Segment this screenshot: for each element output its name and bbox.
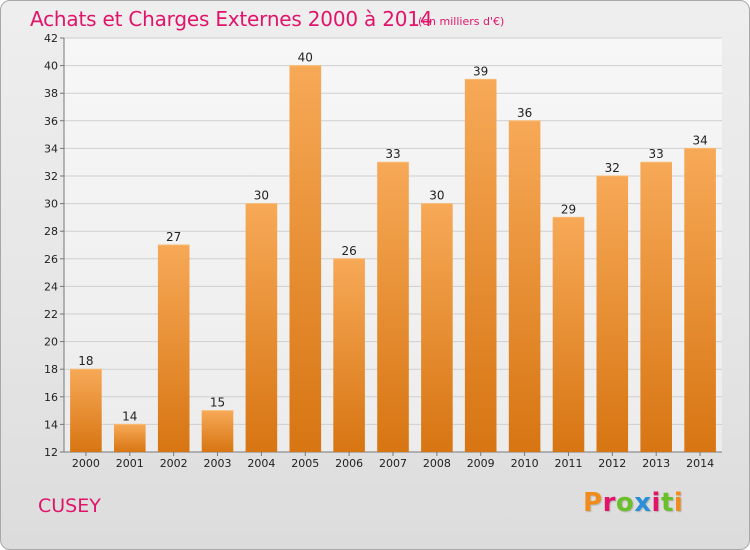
data-label-2011: 29 — [561, 202, 576, 216]
bar-2001 — [114, 424, 146, 452]
x-tick-label-2009: 2009 — [467, 457, 495, 470]
data-label-2007: 33 — [385, 147, 400, 161]
bar-2011 — [552, 217, 585, 452]
data-label-2013: 33 — [649, 147, 664, 161]
y-tick-label: 14 — [44, 418, 58, 431]
y-tick-label: 12 — [44, 446, 58, 459]
x-tick-label-2010: 2010 — [511, 457, 539, 470]
y-tick-label: 28 — [44, 225, 58, 238]
data-label-2005: 40 — [298, 51, 313, 65]
bar-2003 — [201, 410, 234, 452]
y-tick-label: 22 — [44, 308, 58, 321]
x-tick-label-2000: 2000 — [72, 457, 100, 470]
data-label-2004: 30 — [254, 189, 269, 203]
logo-letter: i — [673, 488, 684, 518]
x-tick-label-2012: 2012 — [598, 457, 626, 470]
data-label-2002: 27 — [166, 230, 181, 244]
x-tick-label-2003: 2003 — [204, 457, 232, 470]
y-tick-label: 30 — [44, 198, 58, 211]
proxiti-logo[interactable]: Proxiti — [583, 488, 683, 518]
data-label-2008: 30 — [429, 189, 444, 203]
x-tick-label-2013: 2013 — [642, 457, 670, 470]
y-tick-label: 36 — [44, 115, 58, 128]
y-tick-label: 42 — [44, 32, 58, 45]
bar-2000 — [70, 369, 102, 452]
data-label-2014: 34 — [692, 133, 707, 147]
bar-2009 — [464, 79, 497, 453]
logo-letter: r — [602, 488, 616, 518]
y-tick-label: 18 — [44, 363, 58, 376]
x-tick-label-2002: 2002 — [160, 457, 188, 470]
y-tick-label: 38 — [44, 87, 58, 100]
x-tick-label-2008: 2008 — [423, 457, 451, 470]
logo-letter: i — [651, 488, 661, 518]
y-tick-label: 40 — [44, 60, 58, 73]
chart-title: Achats et Charges Externes 2000 à 2014 — [30, 7, 433, 31]
logo-letter: x — [634, 488, 652, 518]
x-tick-label-2006: 2006 — [335, 457, 363, 470]
x-tick-label-2007: 2007 — [379, 457, 407, 470]
plot-area: 12 14 16 18 20 22 24 26 28 30 32 34 36 38 40 42 18 2000 14… — [44, 32, 722, 470]
bar-2013 — [640, 162, 672, 452]
x-tick-label-2004: 2004 — [247, 457, 275, 470]
y-tick-label: 24 — [44, 280, 58, 293]
bar-2010 — [508, 120, 541, 453]
data-label-2009: 39 — [473, 64, 488, 78]
data-label-2003: 15 — [210, 396, 225, 410]
logo-letter: t — [660, 488, 674, 518]
bar-2014 — [684, 148, 716, 452]
data-label-2000: 18 — [78, 354, 93, 368]
data-label-2010: 36 — [517, 106, 532, 120]
x-tick-label-2005: 2005 — [291, 457, 319, 470]
x-tick-label-2014: 2014 — [686, 457, 714, 470]
bar-2006 — [333, 258, 365, 452]
bar-2002 — [157, 245, 190, 452]
x-tick-label-2011: 2011 — [555, 457, 583, 470]
commune-name: CUSEY — [38, 495, 101, 517]
data-label-2006: 26 — [341, 244, 356, 258]
bar-2012 — [596, 176, 629, 452]
data-label-2001: 14 — [122, 409, 137, 423]
bar-2005 — [289, 65, 322, 452]
x-tick-label-2001: 2001 — [116, 457, 144, 470]
data-label-2012: 32 — [605, 161, 620, 175]
y-tick-label: 26 — [44, 253, 58, 266]
chart-units: (en milliers d'€) — [418, 15, 505, 28]
bar-2008 — [421, 203, 453, 452]
y-tick-label: 34 — [44, 142, 58, 155]
y-tick-label: 32 — [44, 170, 58, 183]
bar-2007 — [377, 162, 409, 452]
bar-2004 — [245, 203, 278, 452]
y-tick-label: 20 — [44, 336, 58, 349]
logo-letter: o — [615, 488, 635, 518]
y-tick-label: 16 — [44, 391, 58, 404]
logo-letter: P — [583, 488, 603, 518]
